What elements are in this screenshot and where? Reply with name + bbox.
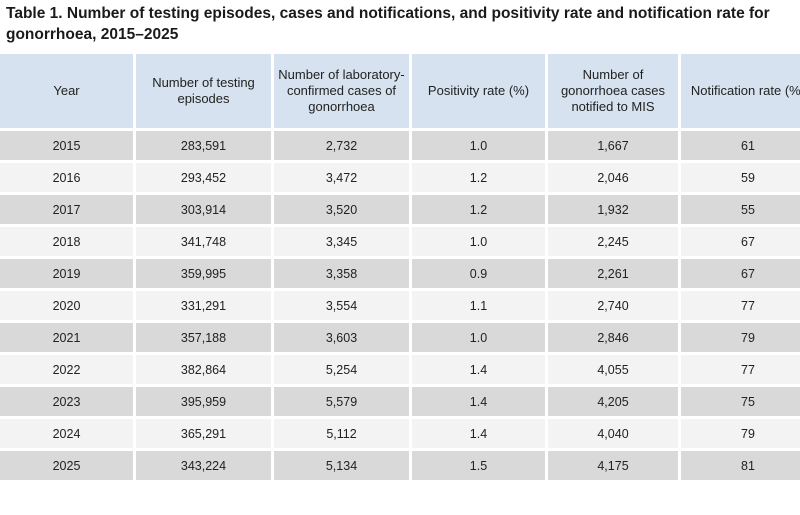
cell-testing-episodes: 365,291	[136, 419, 271, 448]
cell-cases-notified: 2,046	[548, 163, 678, 192]
cell-year: 2025	[0, 451, 133, 480]
cell-confirmed-cases: 3,603	[274, 323, 409, 352]
cell-notification-rate: 59	[681, 163, 800, 192]
table-row: 2020 331,291 3,554 1.1 2,740 77	[0, 291, 800, 320]
cell-confirmed-cases: 5,134	[274, 451, 409, 480]
cell-testing-episodes: 395,959	[136, 387, 271, 416]
cell-year: 2022	[0, 355, 133, 384]
cell-year: 2015	[0, 131, 133, 160]
table-row: 2017 303,914 3,520 1.2 1,932 55	[0, 195, 800, 224]
cell-positivity-rate: 1.0	[412, 227, 545, 256]
header-row: Year Number of testing episodes Number o…	[0, 54, 800, 128]
cell-notification-rate: 77	[681, 355, 800, 384]
cell-cases-notified: 4,175	[548, 451, 678, 480]
cell-cases-notified: 2,846	[548, 323, 678, 352]
cell-positivity-rate: 1.0	[412, 131, 545, 160]
cell-positivity-rate: 1.1	[412, 291, 545, 320]
cell-notification-rate: 55	[681, 195, 800, 224]
cell-notification-rate: 67	[681, 259, 800, 288]
cell-testing-episodes: 341,748	[136, 227, 271, 256]
cell-cases-notified: 4,040	[548, 419, 678, 448]
cell-notification-rate: 81	[681, 451, 800, 480]
header-testing-episodes: Number of testing episodes	[136, 54, 271, 128]
table-row: 2021 357,188 3,603 1.0 2,846 79	[0, 323, 800, 352]
table-row: 2022 382,864 5,254 1.4 4,055 77	[0, 355, 800, 384]
cell-year: 2021	[0, 323, 133, 352]
cell-positivity-rate: 1.2	[412, 195, 545, 224]
cell-testing-episodes: 331,291	[136, 291, 271, 320]
header-cases-notified: Number of gonorrhoea cases notified to M…	[548, 54, 678, 128]
cell-testing-episodes: 382,864	[136, 355, 271, 384]
table-row: 2023 395,959 5,579 1.4 4,205 75	[0, 387, 800, 416]
cell-cases-notified: 1,932	[548, 195, 678, 224]
header-confirmed-cases: Number of laboratory-confirmed cases of …	[274, 54, 409, 128]
cell-positivity-rate: 1.0	[412, 323, 545, 352]
cell-cases-notified: 4,205	[548, 387, 678, 416]
cell-confirmed-cases: 3,345	[274, 227, 409, 256]
table-body: 2015 283,591 2,732 1.0 1,667 61 2016 293,452 3,4…	[0, 131, 800, 480]
cell-cases-notified: 1,667	[548, 131, 678, 160]
table-row: 2015 283,591 2,732 1.0 1,667 61	[0, 131, 800, 160]
cell-notification-rate: 79	[681, 419, 800, 448]
cell-confirmed-cases: 3,520	[274, 195, 409, 224]
cell-year: 2016	[0, 163, 133, 192]
cell-year: 2017	[0, 195, 133, 224]
cell-positivity-rate: 0.9	[412, 259, 545, 288]
table-row: 2024 365,291 5,112 1.4 4,040 79	[0, 419, 800, 448]
cell-confirmed-cases: 3,554	[274, 291, 409, 320]
cell-cases-notified: 2,261	[548, 259, 678, 288]
cell-notification-rate: 75	[681, 387, 800, 416]
cell-confirmed-cases: 3,472	[274, 163, 409, 192]
cell-year: 2023	[0, 387, 133, 416]
cell-testing-episodes: 343,224	[136, 451, 271, 480]
cell-year: 2019	[0, 259, 133, 288]
cell-positivity-rate: 1.5	[412, 451, 545, 480]
cell-testing-episodes: 293,452	[136, 163, 271, 192]
cell-cases-notified: 2,740	[548, 291, 678, 320]
cell-notification-rate: 79	[681, 323, 800, 352]
cell-positivity-rate: 1.4	[412, 387, 545, 416]
cell-confirmed-cases: 3,358	[274, 259, 409, 288]
cell-year: 2024	[0, 419, 133, 448]
header-positivity-rate: Positivity rate (%)	[412, 54, 545, 128]
cell-testing-episodes: 359,995	[136, 259, 271, 288]
cell-testing-episodes: 283,591	[136, 131, 271, 160]
cell-notification-rate: 67	[681, 227, 800, 256]
cell-confirmed-cases: 2,732	[274, 131, 409, 160]
cell-confirmed-cases: 5,254	[274, 355, 409, 384]
cell-notification-rate: 77	[681, 291, 800, 320]
header-year: Year	[0, 54, 133, 128]
cell-notification-rate: 61	[681, 131, 800, 160]
data-table: Year Number of testing episodes Number o…	[0, 51, 800, 483]
cell-confirmed-cases: 5,579	[274, 387, 409, 416]
cell-testing-episodes: 357,188	[136, 323, 271, 352]
table-caption: Table 1. Number of testing episodes, cas…	[6, 5, 770, 43]
table-row: 2016 293,452 3,472 1.2 2,046 59	[0, 163, 800, 192]
cell-positivity-rate: 1.4	[412, 419, 545, 448]
cell-cases-notified: 2,245	[548, 227, 678, 256]
cell-cases-notified: 4,055	[548, 355, 678, 384]
cell-testing-episodes: 303,914	[136, 195, 271, 224]
cell-year: 2018	[0, 227, 133, 256]
header-notification-rate: Notification rate (%)	[681, 54, 800, 128]
table-row: 2018 341,748 3,345 1.0 2,245 67	[0, 227, 800, 256]
table-row: 2025 343,224 5,134 1.5 4,175 81	[0, 451, 800, 480]
cell-positivity-rate: 1.2	[412, 163, 545, 192]
table-row: 2019 359,995 3,358 0.9 2,261 67	[0, 259, 800, 288]
cell-confirmed-cases: 5,112	[274, 419, 409, 448]
cell-year: 2020	[0, 291, 133, 320]
cell-positivity-rate: 1.4	[412, 355, 545, 384]
